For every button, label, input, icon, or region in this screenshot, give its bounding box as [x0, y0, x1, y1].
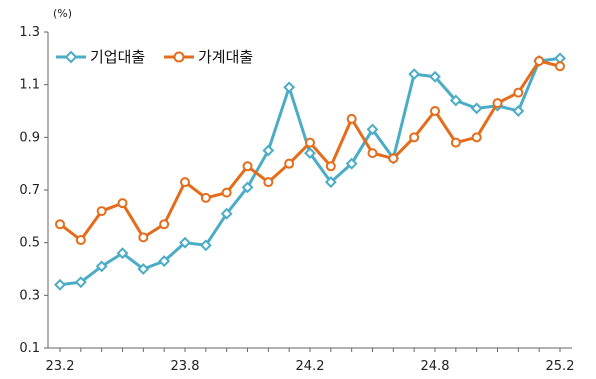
y-tick-label: 0.7 — [19, 183, 40, 198]
data-point — [555, 61, 565, 72]
data-point — [429, 70, 441, 83]
legend: 기업대출 가계대출 — [56, 48, 253, 66]
data-point — [304, 147, 316, 160]
data-point — [512, 105, 525, 117]
data-point — [74, 276, 87, 289]
series-corporate — [54, 52, 566, 291]
data-point — [325, 161, 336, 172]
data-point — [492, 98, 503, 109]
legend-marker-corporate — [64, 50, 78, 64]
y-tick-label: 0.5 — [19, 236, 40, 251]
data-point — [367, 148, 378, 159]
data-point — [242, 161, 253, 172]
data-point — [366, 123, 379, 136]
y-axis-ticks: 0.1 0.3 0.5 0.7 0.9 1.1 1.3 — [19, 25, 48, 356]
data-point — [345, 157, 358, 170]
series-household — [55, 55, 565, 246]
y-tick-label: 0.9 — [19, 130, 40, 145]
data-point — [305, 137, 315, 148]
data-point — [95, 260, 108, 273]
data-point — [409, 132, 420, 143]
legend-marker-household — [173, 51, 185, 63]
data-point — [138, 232, 149, 243]
data-point — [513, 87, 524, 98]
x-tick-label: 24.8 — [421, 359, 450, 374]
data-point — [388, 153, 399, 164]
data-point — [137, 263, 150, 275]
data-point — [55, 219, 65, 230]
data-point — [200, 192, 211, 203]
legend-label-corporate: 기업대출 — [90, 48, 145, 66]
data-point — [159, 219, 170, 230]
y-tick-label: 0.1 — [19, 341, 40, 356]
data-point — [449, 94, 462, 107]
data-point — [75, 235, 86, 246]
x-tick-label: 23.8 — [171, 359, 200, 374]
x-tick-label: 24.2 — [296, 359, 325, 374]
data-point — [430, 106, 440, 116]
data-point — [346, 113, 357, 124]
x-tick-label: 25.2 — [546, 359, 575, 374]
data-point — [199, 239, 212, 252]
series-group — [54, 52, 566, 291]
data-point — [158, 255, 171, 268]
data-point — [117, 198, 128, 209]
data-point — [241, 181, 254, 194]
data-point — [116, 247, 129, 260]
x-axis-ticks: 23.2 23.8 24.2 24.8 25.2 — [46, 348, 575, 374]
data-point — [220, 207, 233, 220]
data-point — [450, 137, 461, 148]
data-point — [263, 177, 274, 188]
y-tick-label: 1.3 — [19, 25, 40, 40]
data-point — [534, 55, 545, 66]
data-point — [283, 81, 296, 94]
data-point — [324, 176, 337, 189]
x-tick-label: 23.2 — [46, 359, 75, 374]
legend-label-household: 가계대출 — [198, 48, 253, 66]
y-tick-label: 1.1 — [19, 78, 40, 93]
data-point — [262, 144, 275, 157]
series-line — [59, 56, 561, 287]
axes — [47, 32, 572, 349]
y-axis-unit: (%) — [53, 7, 72, 20]
data-point — [179, 236, 191, 249]
data-point — [284, 158, 295, 169]
data-point — [470, 102, 483, 115]
data-point — [54, 278, 66, 291]
data-point — [96, 206, 107, 217]
data-point — [221, 187, 232, 198]
y-tick-label: 0.3 — [19, 288, 40, 303]
data-point — [471, 132, 482, 143]
data-point — [408, 68, 421, 81]
data-point — [180, 177, 190, 188]
